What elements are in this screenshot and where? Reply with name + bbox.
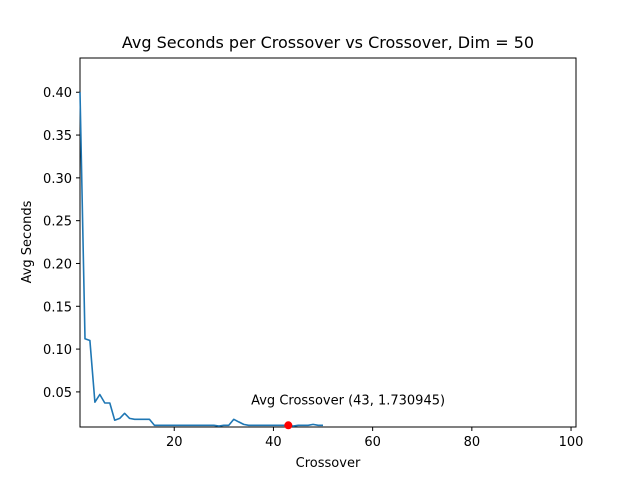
y-axis-label: Avg Seconds xyxy=(20,200,35,283)
y-tick-label: 0.30 xyxy=(43,172,72,187)
highlight-marker xyxy=(284,421,293,430)
plot-content xyxy=(79,92,323,430)
x-tick-label: 100 xyxy=(559,435,584,450)
x-axis: 20 40 60 80 100 xyxy=(166,427,583,450)
y-tick-label: 0.15 xyxy=(43,300,72,315)
x-tick-label: 80 xyxy=(464,435,481,450)
y-tick-label: 0.10 xyxy=(43,343,72,358)
y-tick-label: 0.35 xyxy=(43,129,72,144)
x-tick-label: 60 xyxy=(364,435,381,450)
y-tick-label: 0.05 xyxy=(43,386,72,401)
x-axis-label: Crossover xyxy=(296,456,361,471)
series-line xyxy=(79,92,323,427)
chart-title: Avg Seconds per Crossover vs Crossover, … xyxy=(122,33,534,52)
y-tick-label: 0.40 xyxy=(43,86,72,101)
y-tick-label: 0.20 xyxy=(43,257,72,272)
y-axis: 0.05 0.10 0.15 0.20 0.25 0.30 0.35 0.40 xyxy=(43,86,80,401)
x-tick-label: 20 xyxy=(166,435,183,450)
x-tick-label: 40 xyxy=(265,435,282,450)
y-tick-label: 0.25 xyxy=(43,215,72,230)
plot-area xyxy=(79,57,577,428)
crossover-annotation: Avg Crossover (43, 1.730945) xyxy=(251,394,445,409)
